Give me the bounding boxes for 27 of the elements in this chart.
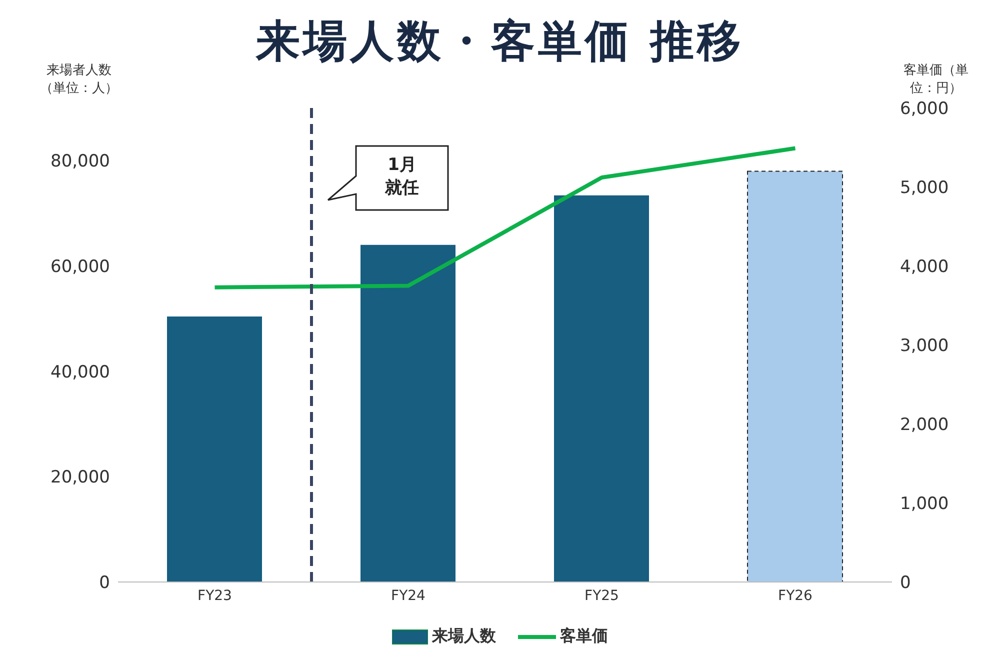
y2-tick-label: 6,000 — [900, 99, 949, 120]
y2-tick-label: 5,000 — [900, 178, 949, 198]
y2-tick-label: 0 — [900, 573, 911, 594]
bar — [554, 195, 649, 582]
y-tick-label: 80,000 — [50, 152, 110, 172]
x-tick-label: FY23 — [198, 588, 232, 604]
y-tick-label: 40,000 — [50, 362, 110, 382]
x-tick-label: FY26 — [778, 588, 813, 604]
y-tick-label: 0 — [99, 573, 110, 594]
annotation: 1月就任 — [384, 154, 420, 200]
y2-tick-label: 1,000 — [900, 494, 949, 514]
y2-tick-label: 4,000 — [900, 257, 949, 278]
y-axis-title: 来場者人数（単位：人） — [39, 62, 119, 98]
legend-label: 来場人数 — [432, 626, 496, 647]
y-tick-label: 20,000 — [50, 468, 110, 488]
legend-label: 客単価 — [560, 626, 608, 647]
chart-title: 来場人数・客単価 推移 — [256, 16, 744, 67]
line-series — [212, 146, 798, 290]
y2-tick-label: 3,000 — [900, 336, 949, 356]
y2-tick-label: 2,000 — [900, 415, 949, 436]
x-tick-label: FY25 — [584, 588, 619, 604]
bar — [747, 170, 843, 582]
bar — [360, 244, 456, 582]
x-tick-label: FY24 — [391, 588, 426, 604]
y-tick-label: 60,000 — [50, 257, 110, 278]
y2-axis-title: 客単価（単位：円） — [902, 62, 970, 98]
bar — [167, 316, 262, 582]
